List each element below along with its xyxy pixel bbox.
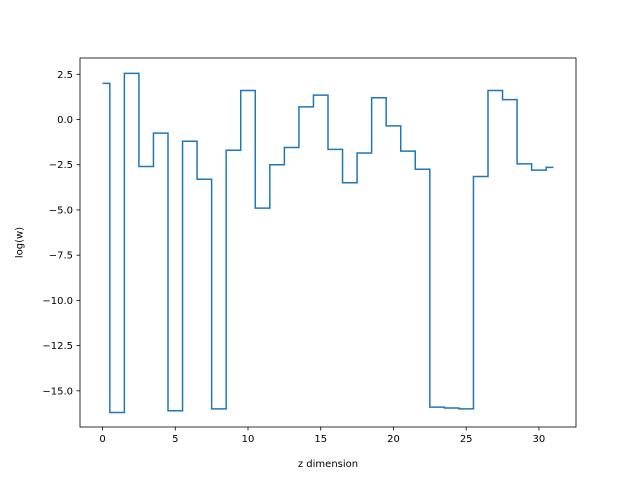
series-line-0 [102,72,554,414]
y-tick-label: 2.5 [57,70,73,81]
x-tick-label: 20 [387,434,400,445]
x-tick-label: 0 [99,434,105,445]
y-tick-label: −5.0 [49,205,73,216]
y-tick-label: −12.5 [42,341,73,352]
y-tick-label: 0.0 [57,115,73,126]
series-layer [102,72,554,414]
axes-frame [79,57,577,428]
y-tick-label: −2.5 [49,160,73,171]
x-tick-label: 5 [172,434,178,445]
x-tick-label: 10 [242,434,255,445]
x-tick-label: 25 [460,434,473,445]
x-axis-label: z dimension [298,459,358,470]
y-tick-label: −10.0 [42,296,73,307]
y-axis: 2.5 0.0 −2.5 −5.0 −7.5 −10.0 −12.5 −15.0 [42,70,80,397]
y-axis-label: log(w) [15,227,26,258]
x-tick-label: 30 [533,434,546,445]
y-tick-label: −7.5 [49,251,73,262]
x-tick-label: 15 [314,434,327,445]
y-tick-label: −15.0 [42,386,73,397]
x-axis: 0 5 10 15 20 25 30 [99,427,545,445]
